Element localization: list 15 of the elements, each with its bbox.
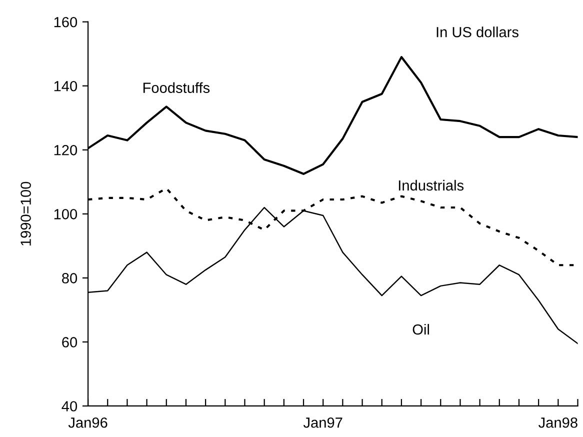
series-label: Foodstuffs xyxy=(143,82,210,93)
y-tick-label: 40 xyxy=(62,401,78,412)
y-tick-label: 60 xyxy=(62,337,78,348)
y-tick-label: 80 xyxy=(62,273,78,284)
text: Oil xyxy=(412,324,429,335)
x-tick-label: Jan97 xyxy=(303,417,342,428)
annotation: In US dollars xyxy=(436,26,518,38)
x-tick-label: Jan96 xyxy=(68,417,108,428)
series-label: Industrials xyxy=(398,180,464,191)
y-tick-label: 160 xyxy=(54,16,78,28)
y-tick-label: 100 xyxy=(54,209,78,220)
x-tick-label: Jan98 xyxy=(538,417,578,428)
y-tick-label: 140 xyxy=(54,80,78,92)
y-axis-title: 1990=100 xyxy=(20,182,31,246)
y-tick-label: 120 xyxy=(54,144,78,156)
